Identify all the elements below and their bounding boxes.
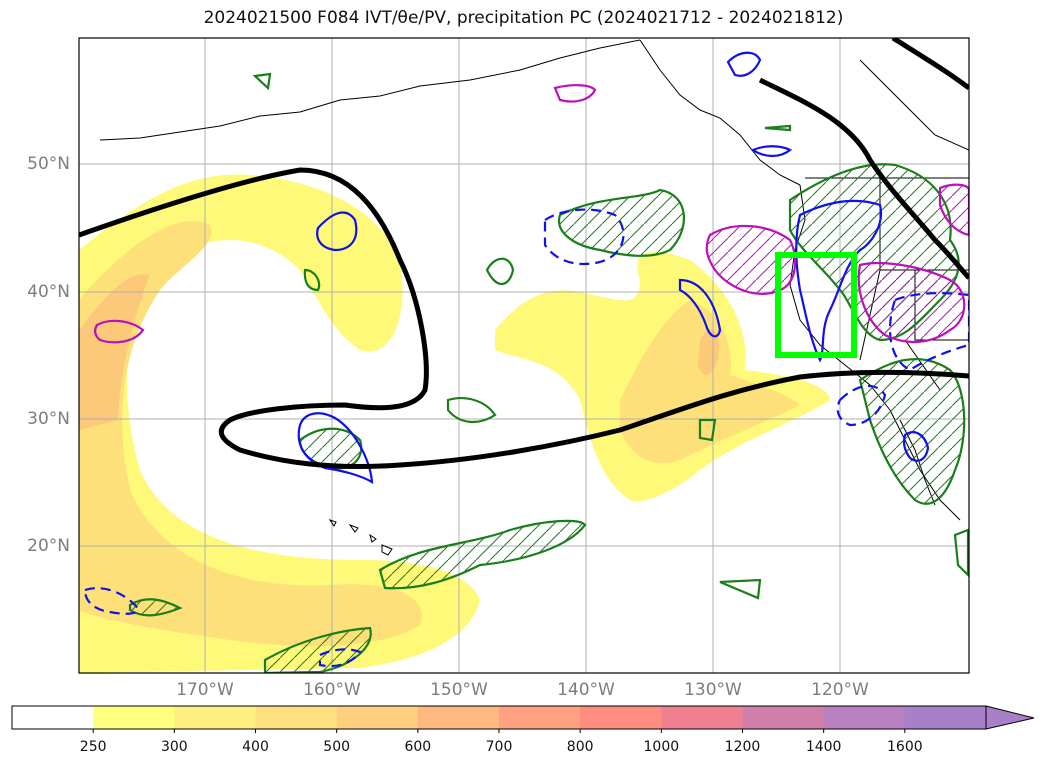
lon-label-130w: 130°W (684, 680, 742, 700)
colorbar-block (499, 706, 581, 729)
precip-area-small-2 (446, 397, 497, 423)
colorbar-block (661, 706, 743, 729)
map-border (78, 37, 970, 674)
pv-contour-dashed-southwest (318, 648, 362, 668)
colorbar-label: 250 (79, 739, 107, 755)
colorbar-block (336, 706, 419, 729)
jet-contour-north (891, 38, 969, 91)
pv-contour-central-pacific (297, 412, 374, 485)
theta-contour-north (553, 84, 597, 103)
target-region-box (775, 252, 857, 358)
pv-contour-dashed-west (83, 587, 139, 615)
lon-label-120w: 120°W (811, 680, 869, 700)
lon-label-140w: 140°W (557, 680, 615, 700)
pv-contours (83, 51, 969, 668)
lon-label-170w: 170°W (176, 680, 234, 700)
graticule (79, 38, 969, 673)
pv-contour-subtropical (678, 278, 722, 338)
colorbar-block (255, 706, 338, 729)
precip-area-small-6 (698, 418, 717, 442)
lon-label-160w: 160°W (303, 680, 361, 700)
colorbar-extend-arrow (985, 705, 1035, 730)
hawaii-islands (328, 519, 393, 556)
precip-area-small-8 (719, 578, 762, 600)
colorbar-label: 700 (485, 739, 513, 755)
colorbar-block (12, 706, 94, 729)
lat-label-50n: 50°N (27, 154, 70, 174)
colorbar-block (904, 706, 987, 729)
ivt-band-west-mid (79, 221, 422, 647)
precip-area-small-4 (303, 268, 321, 292)
jet-contour-north-2 (758, 77, 969, 280)
pv-contour-baja (902, 431, 930, 462)
ivt-band-central-strong (698, 329, 719, 376)
lat-label-20n: 20°N (27, 536, 70, 556)
precip-area-small-9 (764, 124, 792, 132)
theta-contours (93, 84, 969, 344)
colorbar-block (823, 706, 906, 729)
pv-contour-dashed-north (543, 208, 625, 266)
jet-contours (79, 38, 969, 469)
colorbar-block (742, 706, 825, 729)
pv-contour-north (316, 211, 358, 252)
colorbar (11, 705, 1035, 733)
colorbar-label: 600 (404, 739, 432, 755)
colorbar-label: 400 (242, 739, 269, 755)
colorbar-label: 500 (323, 739, 351, 755)
pv-contour-mid (750, 145, 793, 158)
precip-area-small-3 (485, 257, 515, 285)
ivt-band-west-light (79, 174, 480, 673)
colorbar-block (580, 706, 662, 729)
theta-contour-west (93, 319, 145, 344)
alaska-panhandle-coast (639, 39, 801, 186)
colorbar-label: 1600 (887, 739, 923, 755)
ivt-band-west-strong (79, 274, 150, 430)
aleutian-coast (99, 39, 641, 141)
colorbar-label: 1000 (643, 739, 680, 755)
precip-area-hawaii (378, 519, 587, 590)
precip-area-southwest (263, 626, 372, 673)
lat-label-40n: 40°N (27, 282, 70, 302)
ivt-shading (79, 174, 830, 673)
colorbar-label: 800 (566, 739, 594, 755)
colorbar-label: 1400 (805, 739, 842, 755)
jet-contour-main (79, 167, 969, 469)
theta-contour-east (857, 262, 966, 344)
colorbar-block (417, 706, 500, 729)
theta-contour-northeast (938, 183, 969, 237)
colorbar-block (93, 706, 175, 729)
canada-inlet (859, 59, 969, 151)
map-title: 2024021500 F084 IVT/θe/PV, precipitation… (203, 8, 844, 28)
ivt-band-central-mid (620, 300, 800, 464)
precip-area-small-5 (252, 72, 272, 91)
colorbar-label: 1200 (724, 739, 761, 755)
precip-area-small-7 (953, 528, 969, 578)
precip-area-small-1 (128, 598, 183, 617)
lat-label-30n: 30°N (27, 409, 70, 429)
colorbar-label: 300 (160, 739, 188, 755)
colorbar-block (174, 706, 256, 729)
pv-contour-northeast (726, 51, 762, 77)
lon-label-150w: 150°W (430, 680, 488, 700)
pv-contour-coast (795, 199, 883, 363)
pv-contour-dashed-south (836, 384, 887, 427)
